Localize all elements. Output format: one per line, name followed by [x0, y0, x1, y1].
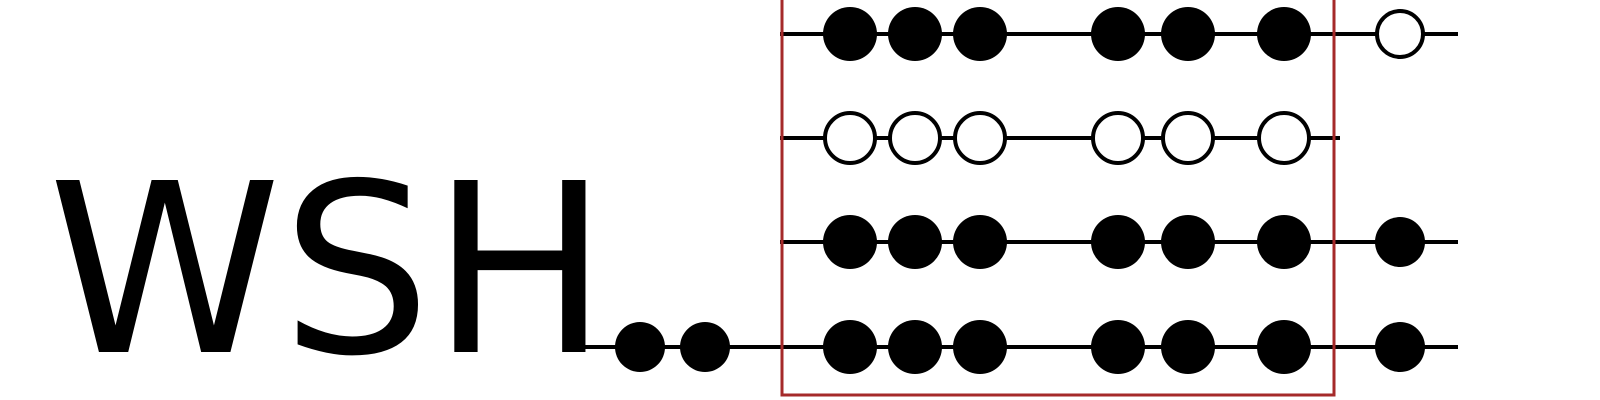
row-2-inside-site-3-empty — [953, 111, 1007, 165]
row-1-inside-site-2-filled — [888, 7, 942, 61]
row-1-right-site-1-empty — [1375, 9, 1425, 59]
sites-group — [615, 7, 1425, 374]
row-3-inside-site-4-filled — [1091, 215, 1145, 269]
row-3-inside-site-1-filled — [823, 215, 877, 269]
row-4-left-site-2-filled — [680, 322, 730, 372]
row-4-inside-site-6-filled — [1257, 320, 1311, 374]
row-2-inside-site-6-empty — [1257, 111, 1311, 165]
row-3-inside-site-5-filled — [1161, 215, 1215, 269]
row-2-inside-site-4-empty — [1091, 111, 1145, 165]
row-1-inside-site-5-filled — [1161, 7, 1215, 61]
row-2-inside-site-2-empty — [888, 111, 942, 165]
row-4-inside-site-5-filled — [1161, 320, 1215, 374]
row-4-inside-site-3-filled — [953, 320, 1007, 374]
row-3-inside-site-6-filled — [1257, 215, 1311, 269]
highlight-box — [780, 0, 1336, 397]
row-1-inside-site-4-filled — [1091, 7, 1145, 61]
row-1-inside-site-6-filled — [1257, 7, 1311, 61]
row-4-right-site-1-filled — [1375, 322, 1425, 372]
row-2-inside-site-5-empty — [1161, 111, 1215, 165]
row-1-inside-site-3-filled — [953, 7, 1007, 61]
chain-lines — [572, 32, 1458, 349]
row-3-inside-site-3-filled — [953, 215, 1007, 269]
row-4-inside-site-2-filled — [888, 320, 942, 374]
row-4-inside-site-4-filled — [1091, 320, 1145, 374]
row-3-inside-site-2-filled — [888, 215, 942, 269]
row-3-right-site-1-filled — [1375, 217, 1425, 267]
row-4-left-site-1-filled — [615, 322, 665, 372]
wsh-label: WSH — [48, 133, 609, 400]
row-1-inside-site-1-filled — [823, 7, 877, 61]
row-2-inside-site-1-empty — [823, 111, 877, 165]
row-4-inside-site-1-filled — [823, 320, 877, 374]
